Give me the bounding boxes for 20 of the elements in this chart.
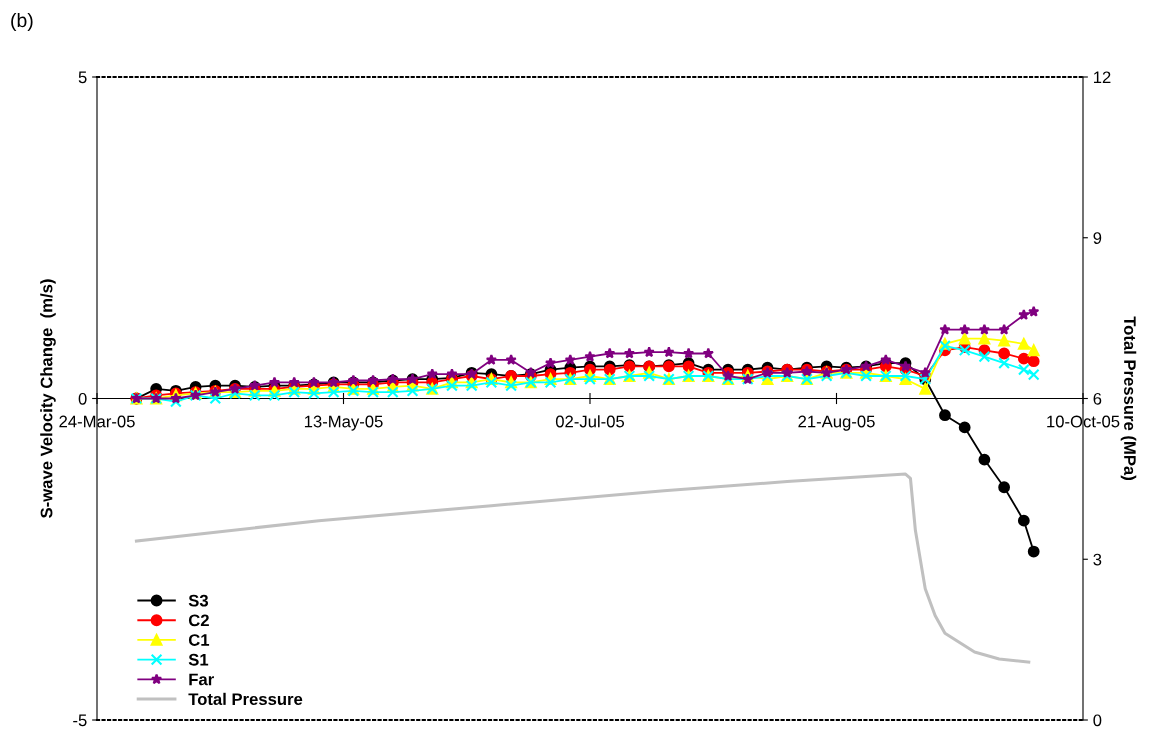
y2-tick-label: 12: [1093, 71, 1111, 84]
y2-tick-label: 6: [1093, 392, 1102, 405]
legend-label: Total Pressure: [188, 692, 303, 706]
y-tick-label: 5: [78, 71, 87, 84]
y2-tick-label: 3: [1093, 553, 1102, 566]
legend-label: C1: [188, 634, 210, 646]
legend-label: S1: [188, 653, 209, 666]
y-tick-label: -5: [73, 714, 87, 727]
x-tick-label: 13-May-05: [304, 415, 383, 431]
x-tick-label: 21-Aug-05: [798, 415, 875, 431]
y2-axis-title: Total Pressure (MPa): [1120, 316, 1137, 480]
x-tick-label: 02-Jul-05: [555, 415, 625, 428]
legend-label: S3: [188, 594, 209, 607]
y2-tick-label: 9: [1093, 232, 1102, 244]
chart-title: (b): [11, 12, 33, 32]
y-tick-label: 0: [78, 392, 87, 405]
legend-label: C2: [188, 614, 209, 627]
y2-tick-label: 0: [1093, 714, 1102, 727]
y-axis-title: S-wave Velocity Change (m/s): [40, 279, 56, 518]
legend-label: Far: [189, 673, 214, 686]
